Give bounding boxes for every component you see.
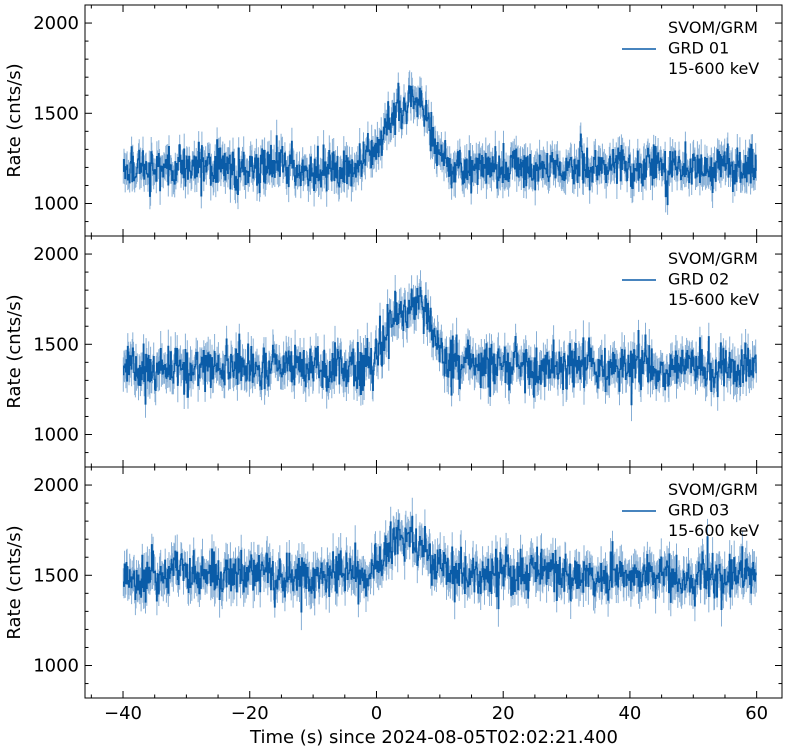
legend-text: SVOM/GRM (668, 18, 758, 37)
y-axis-label: Rate (cnts/s) (4, 63, 25, 177)
panel-2: 1000 1500 2000 Rate (cnts/s) SVOM/GRM GRD 021… (4, 235, 783, 468)
legend-text: SVOM/GRM (668, 249, 758, 268)
panel-3: 1000 1500 2000 Rate (cnts/s) SVOM/GRM GRD 031… (4, 466, 783, 699)
legend-text: GRD 03 (668, 501, 729, 520)
y-tick-label: 1000 (33, 425, 79, 446)
y-tick-label: 2000 (33, 244, 79, 265)
x-ticks-2 (90, 236, 758, 467)
y-axis-label: Rate (cnts/s) (4, 525, 25, 639)
x-tick-label: −20 (231, 703, 269, 724)
x-ticks-3 (90, 467, 758, 698)
x-tick-label: 20 (492, 703, 515, 724)
legend-text: GRD 02 (668, 270, 729, 289)
axes-frame-3 (84, 466, 783, 699)
y-tick-label: 1500 (33, 565, 79, 586)
x-axis-label: Time (s) since 2024-08-05T02:02:21.400 (249, 727, 618, 748)
y-tick-label: 1500 (33, 334, 79, 355)
errorbars-1 (122, 70, 757, 215)
y-axis-label: Rate (cnts/s) (4, 294, 25, 408)
legend-text: 15-600 keV (668, 59, 759, 78)
legend-text: 15-600 keV (668, 521, 759, 540)
y-tick-label: 2000 (33, 13, 79, 34)
y-ticks-2 (85, 235, 782, 454)
y-tick-label: 1500 (33, 103, 79, 124)
y-ticks-3 (85, 466, 782, 685)
x-tick-label: 0 (371, 703, 382, 724)
y-tick-label: 2000 (33, 475, 79, 496)
x-tick-labels: −40 −20 0 20 40 60 (104, 703, 768, 724)
x-tick-label: 60 (745, 703, 768, 724)
x-tick-label: −40 (104, 703, 142, 724)
legend-text: GRD 01 (668, 39, 729, 58)
y-ticks-1 (85, 4, 782, 223)
errorbar-path-1 (122, 70, 757, 215)
legend-text: SVOM/GRM (668, 480, 758, 499)
y-tick-label: 1000 (33, 656, 79, 677)
series-line-2 (123, 286, 757, 406)
series-line-1 (123, 82, 757, 206)
series-line-3 (123, 515, 757, 613)
y-tick-label: 1000 (33, 194, 79, 215)
legend-text: 15-600 keV (668, 290, 759, 309)
x-tick-label: 40 (618, 703, 641, 724)
x-ticks-1 (90, 5, 758, 236)
panel-1: 1000 1500 2000 Rate (cnts/s) SVOM/GRM GRD 011… (4, 4, 783, 237)
